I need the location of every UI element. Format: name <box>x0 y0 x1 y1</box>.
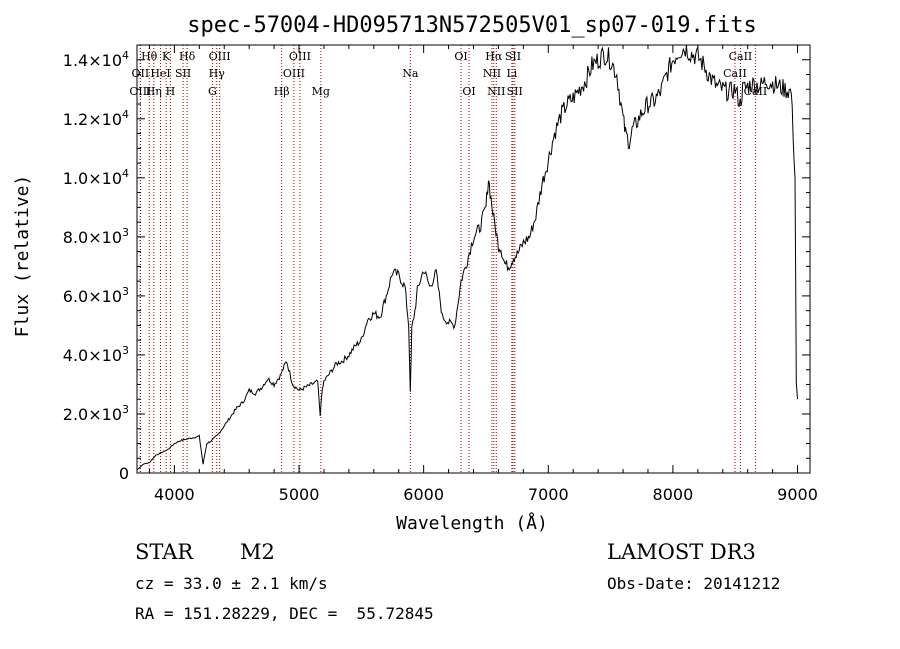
line-label: Hδ <box>179 50 196 63</box>
redshift-value: cz = 33.0 ± 2.1 km/s <box>135 574 328 593</box>
x-tick-label: 9000 <box>777 485 818 504</box>
y-tick-label: 0 <box>119 464 129 483</box>
y-tick-label: 1.4×104 <box>63 49 129 70</box>
x-axis-label: Wavelength (Å) <box>396 512 548 534</box>
line-label: K <box>162 50 171 63</box>
x-axis: 4000 5000 6000 7000 8000 9000 <box>148 45 818 504</box>
line-label: HeI <box>150 67 170 80</box>
line-label: NII <box>487 85 505 98</box>
line-label: Hα <box>485 50 503 63</box>
line-label: CaII <box>729 50 753 63</box>
y-tick-label: 8.0×103 <box>63 226 129 247</box>
y-axis-label: Flux (relative) <box>12 175 33 338</box>
coordinates: RA = 151.28229, DEC = 55.72845 <box>135 604 434 623</box>
line-label: OI <box>462 85 475 98</box>
line-label: Na <box>402 67 419 80</box>
line-label: OII <box>132 67 150 80</box>
line-label: Hη <box>146 85 162 98</box>
object-subclass: M2 <box>240 540 275 564</box>
y-tick-label: 1.2×104 <box>63 108 129 129</box>
line-label: NII <box>483 67 501 80</box>
line-label: Hβ <box>274 85 290 98</box>
line-label: Hγ <box>209 67 226 80</box>
line-label: Hθ <box>141 50 158 63</box>
line-label: OIII <box>129 85 151 98</box>
y-tick-label: 4.0×103 <box>63 344 129 365</box>
x-tick-label: 4000 <box>154 485 195 504</box>
y-tick-label: 2.0×103 <box>63 403 129 424</box>
chart-title: spec-57004-HD095713N572505V01_sp07-019.f… <box>187 13 757 38</box>
x-tick-label: 8000 <box>653 485 694 504</box>
y-tick-label: 1.0×104 <box>63 167 129 188</box>
line-label: SII <box>505 50 521 63</box>
line-label: OIII <box>283 67 305 80</box>
survey-name: LAMOST DR3 <box>607 540 756 564</box>
line-label: H <box>166 85 176 98</box>
x-tick-label: 6000 <box>403 485 444 504</box>
line-label: SII <box>175 67 191 80</box>
line-label: OIII <box>209 50 231 63</box>
spectral-line-markers <box>139 45 756 473</box>
plot-frame <box>136 44 811 474</box>
y-axis: 0 2.0×103 4.0×103 6.0×103 8.0×103 1.0×104 1.2×… <box>63 49 810 483</box>
line-label: Mg <box>312 85 330 98</box>
line-label: OI <box>454 50 467 63</box>
spectrum-series-line <box>136 44 798 471</box>
observation-date: Obs-Date: 20141212 <box>607 574 781 593</box>
x-tick-label: 5000 <box>279 485 320 504</box>
line-label: CaII <box>723 67 747 80</box>
line-label: G <box>208 85 217 98</box>
object-class: STAR <box>135 540 194 564</box>
line-label: OIII <box>289 50 311 63</box>
x-tick-label: 7000 <box>528 485 569 504</box>
line-label: SII <box>507 85 523 98</box>
y-tick-label: 6.0×103 <box>63 285 129 306</box>
line-label: Li <box>506 67 517 80</box>
